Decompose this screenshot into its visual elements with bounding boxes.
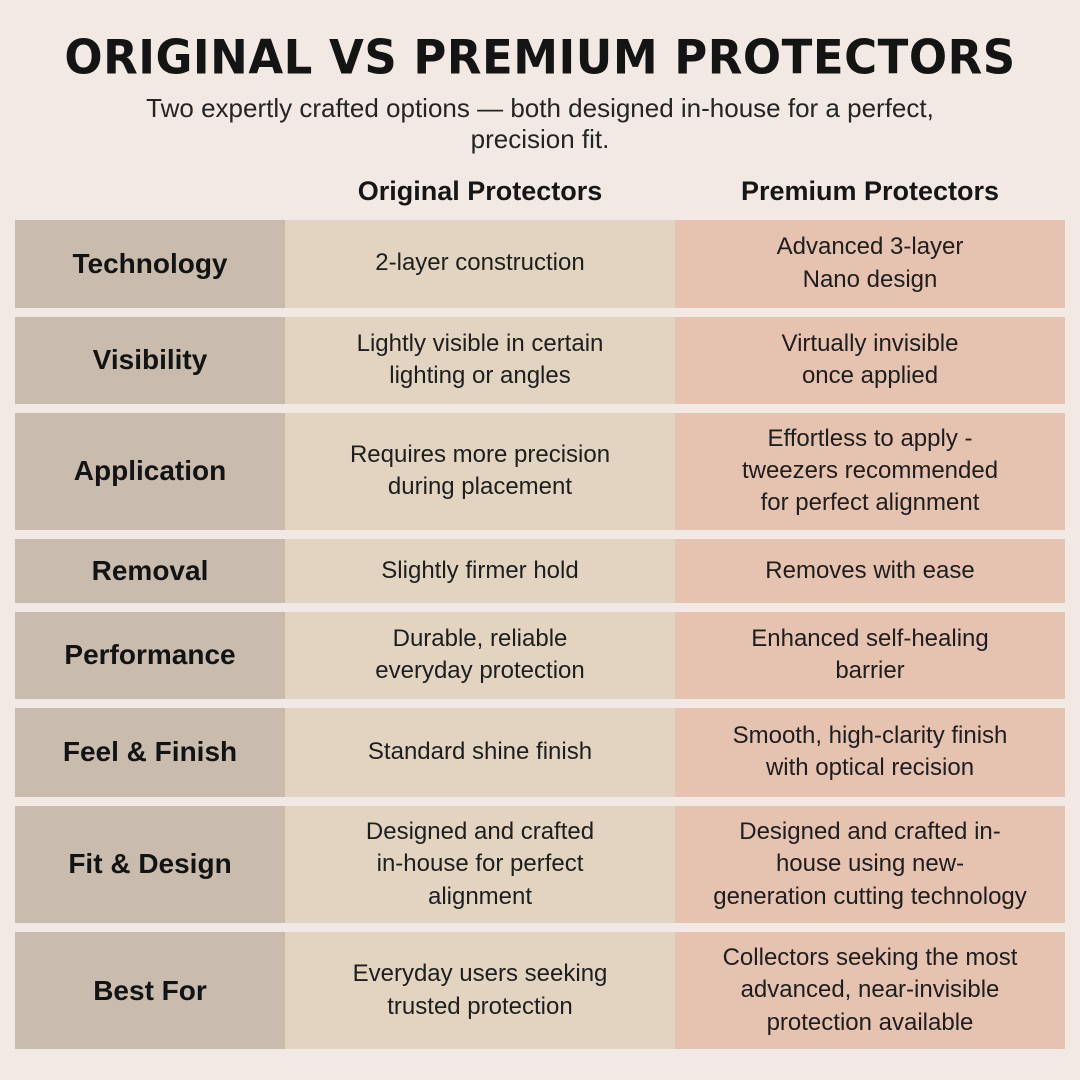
row-label-cell: Removal <box>15 538 285 603</box>
table-row: Visibility Lightly visible in certain li… <box>15 316 1065 404</box>
row-label-cell: Performance <box>15 611 285 699</box>
original-value-cell: Slightly firmer hold <box>285 538 675 603</box>
table-row: Performance Durable, reliable everyday p… <box>15 611 1065 699</box>
column-header-original: Original Protectors <box>357 175 603 206</box>
table-row: Technology 2-layer construction Advanced… <box>15 219 1065 308</box>
column-header-premium: Premium Protectors <box>740 175 1000 206</box>
column-header-spacer <box>15 176 285 207</box>
premium-value-cell: Smooth, high-clarity finish with optical… <box>675 707 1065 797</box>
row-label-cell: Best For <box>15 931 285 1050</box>
row-label-cell: Technology <box>15 219 285 308</box>
row-label-cell: Feel & Finish <box>15 707 285 797</box>
premium-value-cell: Effortless to apply - tweezers recommend… <box>675 412 1065 530</box>
original-value-cell: 2-layer construction <box>285 219 675 308</box>
row-label-cell: Visibility <box>15 316 285 404</box>
original-value-cell: Standard shine finish <box>285 707 675 797</box>
original-value-cell: Everyday users seeking trusted protectio… <box>285 931 675 1050</box>
premium-value-cell: Collectors seeking the most advanced, ne… <box>675 931 1065 1050</box>
table-row: Feel & Finish Standard shine finish Smoo… <box>15 707 1065 797</box>
premium-value-cell: Advanced 3-layer Nano design <box>675 219 1065 308</box>
page-subtitle: Two expertly crafted options — both desi… <box>146 93 934 155</box>
column-headers: Original Protectors Premium Protectors <box>15 176 1065 207</box>
row-label-cell: Fit & Design <box>15 805 285 923</box>
premium-value-cell: Removes with ease <box>675 538 1065 603</box>
table-row: Removal Slightly firmer hold Removes wit… <box>15 538 1065 603</box>
page-title: ORIGINAL VS PREMIUM PROTECTORS <box>64 29 1016 86</box>
premium-value-cell: Enhanced self-healing barrier <box>675 611 1065 699</box>
premium-value-cell: Designed and crafted in- house using new… <box>675 805 1065 923</box>
original-value-cell: Designed and crafted in-house for perfec… <box>285 805 675 923</box>
table-row: Best For Everyday users seeking trusted … <box>15 931 1065 1050</box>
premium-value-cell: Virtually invisible once applied <box>675 316 1065 404</box>
original-value-cell: Lightly visible in certain lighting or a… <box>285 316 675 404</box>
table-row: Fit & Design Designed and crafted in-hou… <box>15 805 1065 923</box>
comparison-table: Technology 2-layer construction Advanced… <box>15 219 1065 1050</box>
original-value-cell: Requires more precision during placement <box>285 412 675 530</box>
row-label-cell: Application <box>15 412 285 530</box>
original-value-cell: Durable, reliable everyday protection <box>285 611 675 699</box>
table-row: Application Requires more precision duri… <box>15 412 1065 530</box>
